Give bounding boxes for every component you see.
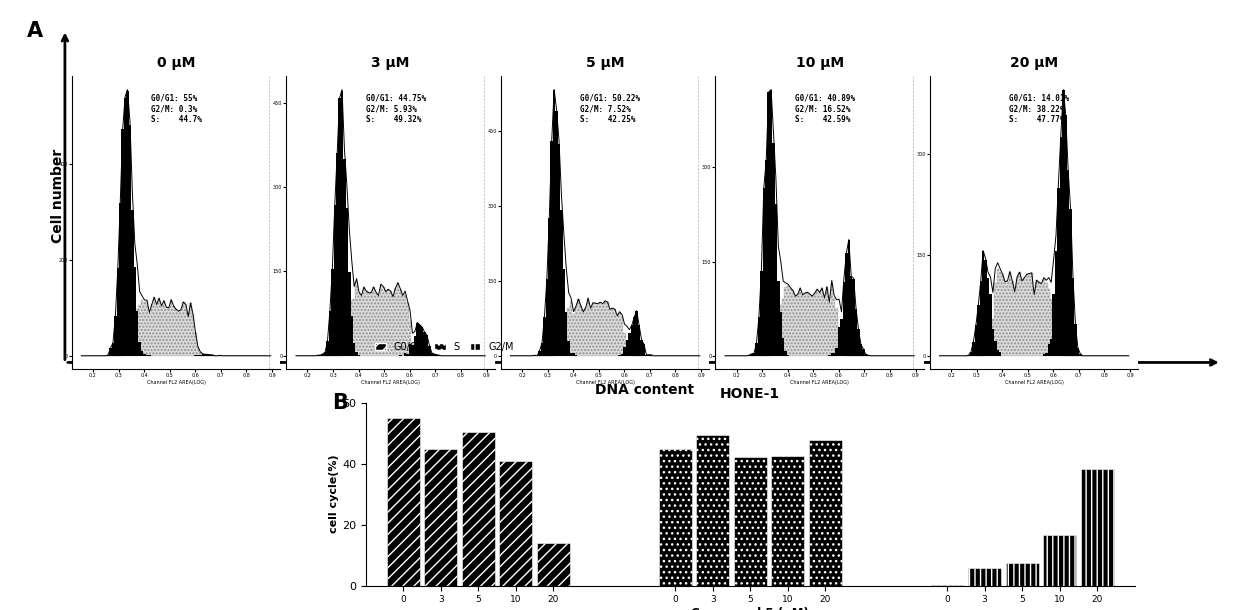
- Text: G0/G1: 14.01%
G2/M: 38.22%
S:    47.77%: G0/G1: 14.01% G2/M: 38.22% S: 47.77%: [1009, 94, 1069, 124]
- Bar: [424, 449, 458, 586]
- Bar: [808, 440, 842, 586]
- Text: G0/G1: 50.22%
G2/M: 7.52%
S:    42.25%: G0/G1: 50.22% G2/M: 7.52% S: 42.25%: [580, 94, 640, 124]
- Bar: [658, 449, 692, 586]
- Bar: [930, 584, 963, 586]
- Bar: [696, 435, 729, 586]
- Bar: [1080, 469, 1114, 586]
- Text: Cell number: Cell number: [51, 149, 64, 243]
- Text: 5 μM: 5 μM: [585, 56, 625, 70]
- Bar: [771, 456, 805, 586]
- Bar: [387, 418, 420, 586]
- Text: 3 μM: 3 μM: [372, 56, 409, 70]
- Text: 10 μM: 10 μM: [796, 56, 843, 70]
- Y-axis label: cell cycle(%): cell cycle(%): [329, 455, 340, 533]
- Bar: [500, 461, 532, 586]
- Legend: G0/G1, S, G2/M: G0/G1, S, G2/M: [371, 338, 518, 356]
- Text: G0/G1: 40.89%
G2/M: 16.52%
S:    42.59%: G0/G1: 40.89% G2/M: 16.52% S: 42.59%: [795, 94, 854, 124]
- X-axis label: Channel FL2 AREA(LOG): Channel FL2 AREA(LOG): [575, 379, 635, 385]
- X-axis label: Compound 5 (μM): Compound 5 (μM): [691, 607, 810, 610]
- Text: B: B: [332, 393, 348, 414]
- Text: 20 μM: 20 μM: [1011, 56, 1058, 70]
- X-axis label: Channel FL2 AREA(LOG): Channel FL2 AREA(LOG): [146, 379, 206, 385]
- Text: DNA content: DNA content: [595, 382, 694, 397]
- Text: G0/G1: 44.75%
G2/M: 5.93%
S:    49.32%: G0/G1: 44.75% G2/M: 5.93% S: 49.32%: [366, 94, 425, 124]
- Title: HONE-1: HONE-1: [720, 387, 780, 401]
- Text: 0 μM: 0 μM: [157, 56, 195, 70]
- Bar: [461, 432, 495, 586]
- Text: A: A: [27, 21, 43, 41]
- Bar: [968, 567, 1001, 586]
- Bar: [734, 457, 766, 586]
- X-axis label: Channel FL2 AREA(LOG): Channel FL2 AREA(LOG): [1004, 379, 1064, 385]
- Text: G0/G1: 55%
G2/M: 0.3%
S:    44.7%: G0/G1: 55% G2/M: 0.3% S: 44.7%: [151, 94, 202, 124]
- Bar: [537, 543, 570, 586]
- Bar: [1006, 562, 1039, 586]
- X-axis label: Channel FL2 AREA(LOG): Channel FL2 AREA(LOG): [790, 379, 849, 385]
- Bar: [1043, 535, 1076, 586]
- X-axis label: Channel FL2 AREA(LOG): Channel FL2 AREA(LOG): [361, 379, 420, 385]
